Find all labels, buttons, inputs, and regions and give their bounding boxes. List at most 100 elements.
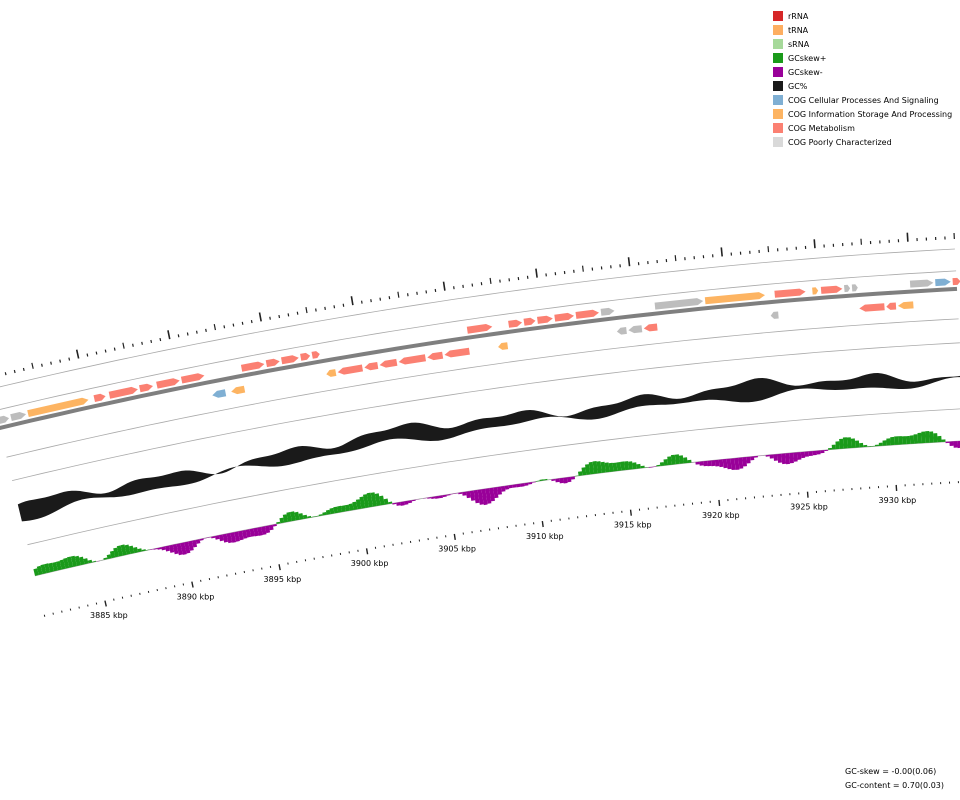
gc-skew-positive-bar (116, 545, 123, 557)
gc-skew-negative-bar (516, 483, 521, 488)
gc-skew-negative-bar (734, 457, 740, 470)
gc-skew-positive-bar (133, 547, 139, 554)
outer-tick (627, 257, 631, 267)
gene-arrow (281, 355, 299, 365)
gc-skew-positive-bar (835, 441, 840, 450)
gc-skew-negative-bar (812, 450, 817, 456)
gc-skew-positive-bar (878, 442, 883, 446)
gc-skew-negative-bar (265, 525, 271, 534)
gc-skew-positive-bar (87, 559, 93, 564)
gc-skew-negative-bar (462, 491, 467, 496)
gene-arrow (886, 302, 897, 310)
axis-tick (365, 548, 369, 555)
gc-skew-positive-bar (106, 554, 112, 559)
axis-tick (806, 491, 809, 498)
gc-skew-positive-bar (74, 555, 81, 566)
gene-arrow (379, 358, 398, 368)
outer-tick (205, 328, 207, 332)
gc-skew-positive-bar (828, 447, 833, 450)
outer-tick (177, 334, 180, 338)
gc-skew-positive-bar (298, 513, 304, 520)
gc-skew-negative-bar (804, 451, 809, 457)
gc-skew-track (33, 431, 960, 576)
gc-skew-negative-bar (718, 459, 724, 468)
gene-arrow (770, 311, 779, 319)
gc-skew-positive-bar (663, 459, 669, 466)
axis-tick (629, 509, 632, 516)
legend-label: COG Cellular Processes And Signaling (788, 95, 939, 105)
gc-skew-positive-bar (374, 493, 381, 506)
gc-skew-negative-bar (230, 532, 237, 543)
gene-arrow (643, 323, 658, 332)
gc-skew-positive-bar (539, 479, 544, 482)
gc-skew-positive-bar (370, 492, 377, 507)
track-guide-line (0, 270, 957, 410)
gc-skew-negative-bar (469, 490, 476, 501)
gene-arrow (326, 369, 337, 377)
gc-skew-negative-bar (722, 458, 728, 469)
gc-skew-negative-bar (504, 485, 510, 490)
gc-skew-positive-bar (83, 558, 89, 565)
gene-arrow (537, 315, 553, 324)
gc-skew-positive-bar (388, 501, 393, 504)
legend-label: GCskew+ (788, 53, 827, 63)
gc-skew-negative-bar (214, 535, 220, 540)
legend-swatch (773, 137, 783, 147)
gc-skew-positive-bar (632, 462, 637, 470)
gc-skew-negative-bar (559, 477, 564, 484)
gc-skew-negative-bar (497, 486, 502, 495)
outer-tick-ring (4, 232, 955, 376)
gc-skew-negative-bar (750, 456, 755, 461)
axis-label: 3890 kbp (177, 592, 215, 601)
gc-skew-negative-bar (199, 538, 204, 541)
gc-skew-positive-bar (636, 463, 641, 469)
gene-arrow (704, 292, 765, 305)
gc-skew-negative-bar (222, 533, 229, 543)
gc-skew-negative-bar (234, 531, 240, 542)
gc-skew-negative-bar (524, 482, 529, 486)
legend-swatch (773, 53, 783, 63)
axis-tick (718, 499, 721, 506)
outer-tick (95, 351, 98, 355)
gc-skew-positive-bar (674, 454, 680, 465)
outer-tick (223, 325, 226, 329)
gc-skew-positive-bar (683, 457, 688, 464)
gc-skew-positive-bar (905, 435, 911, 445)
legend-label: COG Poorly Characterized (788, 137, 892, 147)
gene-arrow (616, 327, 627, 335)
gc-skew-positive-bar (921, 431, 926, 444)
gc-skew-negative-bar (816, 450, 821, 455)
outer-tick (581, 265, 584, 272)
gc-skew-negative-bar (454, 492, 459, 494)
outer-tick (305, 307, 308, 314)
gene-arrow (909, 279, 934, 288)
gene-arrow (508, 319, 523, 328)
gene-arrow (311, 351, 320, 359)
gc-skew-stat: GC-skew = -0.00(0.06) (845, 767, 937, 776)
gene-arrow (935, 278, 951, 287)
gc-skew-positive-bar (315, 515, 319, 517)
gene-arrow (820, 285, 843, 294)
gc-skew-positive-bar (63, 557, 70, 569)
gc-skew-negative-bar (738, 457, 744, 469)
gc-skew-negative-bar (570, 476, 575, 480)
gene-arrow (231, 385, 246, 395)
gc-skew-positive-bar (322, 512, 327, 516)
gc-skew-negative-bar (431, 496, 436, 499)
gc-skew-positive-bar (99, 559, 104, 561)
gc-skew-negative-bar (434, 495, 440, 499)
outer-tick (269, 316, 271, 320)
gc-skew-positive-bar (592, 461, 598, 474)
gc-skew-positive-bar (311, 516, 316, 518)
gc-skew-positive-bar (608, 462, 614, 472)
gc-skew-negative-bar (188, 540, 194, 551)
gc-skew-positive-bar (941, 439, 946, 442)
gc-skew-negative-bar (257, 527, 263, 536)
gc-skew-positive-bar (620, 461, 626, 471)
gc-skew-positive-bar (341, 505, 346, 512)
gc-skew-negative-bar (945, 441, 950, 444)
gc-skew-positive-bar (329, 507, 335, 515)
gc-skew-positive-bar (585, 464, 591, 475)
gene-arrow (498, 342, 509, 350)
